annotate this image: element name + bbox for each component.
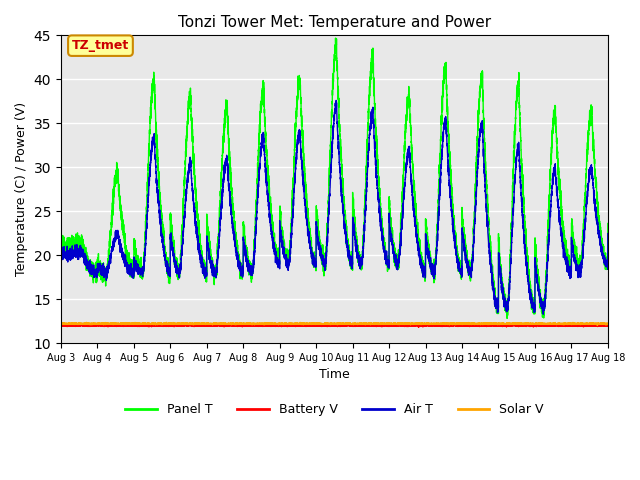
Panel T — [332, 36, 339, 41]
Solar V — [574, 321, 582, 326]
Solar V — [163, 320, 170, 325]
Panel T — [316, 245, 324, 251]
Solar V — [457, 321, 465, 326]
Air T — [581, 226, 589, 232]
Battery V — [206, 321, 214, 327]
Panel T — [574, 262, 582, 268]
Title: Tonzi Tower Met: Temperature and Power: Tonzi Tower Met: Temperature and Power — [178, 15, 491, 30]
Y-axis label: Temperature (C) / Power (V): Temperature (C) / Power (V) — [15, 102, 28, 276]
Solar V — [243, 320, 251, 326]
Air T — [332, 97, 340, 103]
Air T — [457, 271, 465, 276]
Solar V — [581, 322, 589, 327]
Panel T — [57, 234, 65, 240]
Air T — [57, 251, 65, 257]
Air T — [574, 267, 582, 273]
Text: TZ_tmet: TZ_tmet — [72, 39, 129, 52]
X-axis label: Time: Time — [319, 368, 349, 381]
Battery V — [316, 322, 324, 328]
Solar V — [472, 321, 480, 326]
Air T — [316, 247, 324, 252]
Air T — [540, 312, 547, 317]
Panel T — [472, 176, 480, 182]
Solar V — [593, 323, 601, 328]
Battery V — [415, 324, 422, 330]
Line: Battery V: Battery V — [61, 324, 608, 327]
Air T — [243, 255, 251, 261]
Solar V — [316, 321, 324, 326]
Air T — [472, 192, 480, 198]
Solar V — [57, 321, 65, 327]
Panel T — [581, 198, 589, 204]
Air T — [604, 231, 612, 237]
Line: Panel T: Panel T — [61, 38, 608, 318]
Panel T — [503, 315, 511, 321]
Battery V — [581, 323, 589, 329]
Panel T — [457, 270, 465, 276]
Battery V — [604, 323, 612, 329]
Battery V — [574, 322, 582, 328]
Solar V — [604, 322, 612, 327]
Battery V — [457, 322, 465, 328]
Battery V — [243, 323, 251, 328]
Panel T — [243, 247, 251, 253]
Legend: Panel T, Battery V, Air T, Solar V: Panel T, Battery V, Air T, Solar V — [120, 398, 548, 421]
Panel T — [604, 221, 612, 227]
Battery V — [57, 323, 65, 328]
Line: Air T: Air T — [61, 100, 608, 314]
Line: Solar V: Solar V — [61, 323, 608, 325]
Battery V — [472, 322, 480, 328]
